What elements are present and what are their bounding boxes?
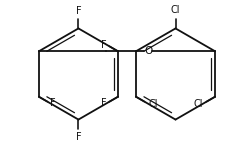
Text: O: O — [144, 46, 152, 56]
Text: Cl: Cl — [193, 99, 203, 109]
Text: F: F — [76, 6, 81, 16]
Text: Cl: Cl — [171, 5, 180, 15]
Text: F: F — [101, 40, 107, 50]
Text: F: F — [101, 98, 107, 108]
Text: Cl: Cl — [148, 99, 158, 109]
Text: F: F — [76, 132, 81, 142]
Text: F: F — [50, 98, 56, 108]
